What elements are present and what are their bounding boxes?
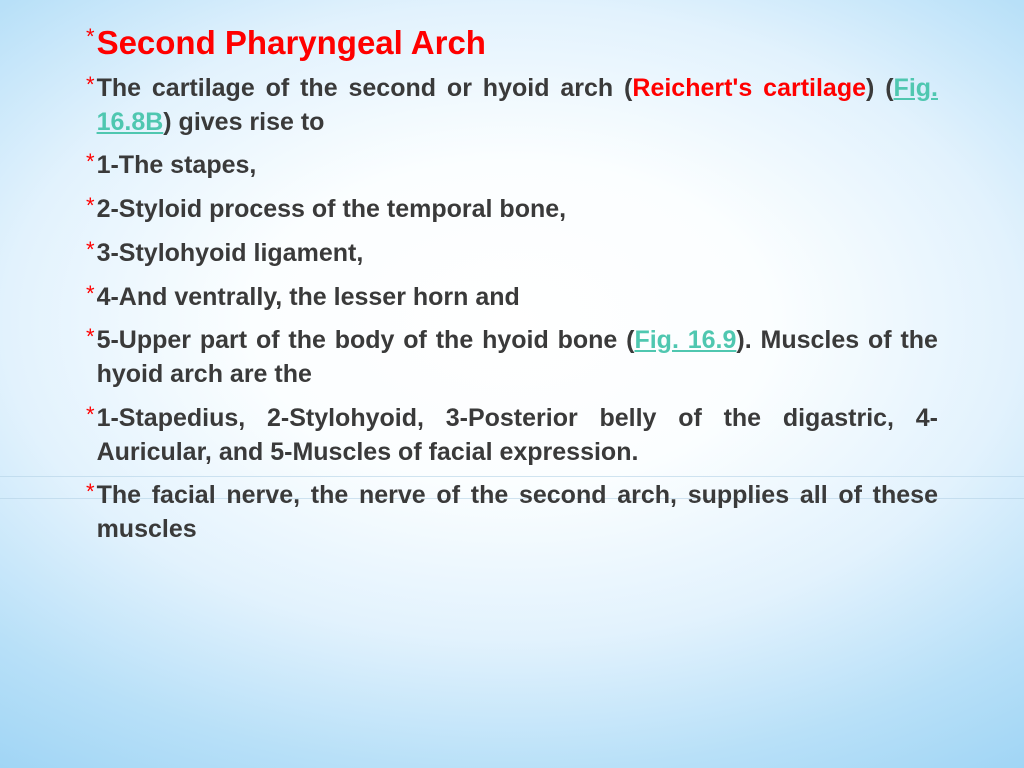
asterisk-icon: * — [86, 151, 95, 173]
title-row: * Second Pharyngeal Arch — [86, 24, 938, 62]
list-item-text: 1-The stapes, — [97, 149, 938, 183]
list-item: * 3-Stylohyoid ligament, — [86, 237, 938, 271]
para-intro: * The cartilage of the second or hyoid a… — [86, 72, 938, 140]
list-item: * 4-And ventrally, the lesser horn and — [86, 281, 938, 315]
text-frag: The cartilage of the second or hyoid arc… — [97, 74, 633, 102]
asterisk-icon: * — [86, 239, 95, 261]
asterisk-icon: * — [86, 283, 95, 305]
slide-content: * Second Pharyngeal Arch * The cartilage… — [86, 24, 938, 557]
list-item: * 1-The stapes, — [86, 149, 938, 183]
highlight-red: Reichert's cartilage — [632, 74, 866, 102]
asterisk-icon: * — [86, 74, 95, 96]
list-item: * 2-Styloid process of the temporal bone… — [86, 193, 938, 227]
text-frag: ) gives rise to — [163, 108, 324, 136]
text-frag: 5-Upper part of the body of the hyoid bo… — [97, 326, 635, 354]
asterisk-icon: * — [86, 195, 95, 217]
slide-title: Second Pharyngeal Arch — [97, 24, 486, 62]
list-item-text: 2-Styloid process of the temporal bone, — [97, 193, 938, 227]
para-intro-text: The cartilage of the second or hyoid arc… — [97, 72, 938, 140]
asterisk-icon: * — [86, 26, 95, 48]
asterisk-icon: * — [86, 404, 95, 426]
para-nerve-text: The facial nerve, the nerve of the secon… — [97, 479, 938, 547]
para-item5-text: 5-Upper part of the body of the hyoid bo… — [97, 324, 938, 392]
asterisk-icon: * — [86, 481, 95, 503]
para-muscles-text: 1-Stapedius, 2-Stylohyoid, 3-Posterior b… — [97, 402, 938, 470]
text-frag: ) ( — [866, 74, 894, 102]
list-item-text: 4-And ventrally, the lesser horn and — [97, 281, 938, 315]
list-item-text: 3-Stylohyoid ligament, — [97, 237, 938, 271]
figure-link[interactable]: Fig. 16.9 — [634, 326, 736, 354]
asterisk-icon: * — [86, 326, 95, 348]
para-muscles: * 1-Stapedius, 2-Stylohyoid, 3-Posterior… — [86, 402, 938, 470]
para-nerve: * The facial nerve, the nerve of the sec… — [86, 479, 938, 547]
para-item5: * 5-Upper part of the body of the hyoid … — [86, 324, 938, 392]
